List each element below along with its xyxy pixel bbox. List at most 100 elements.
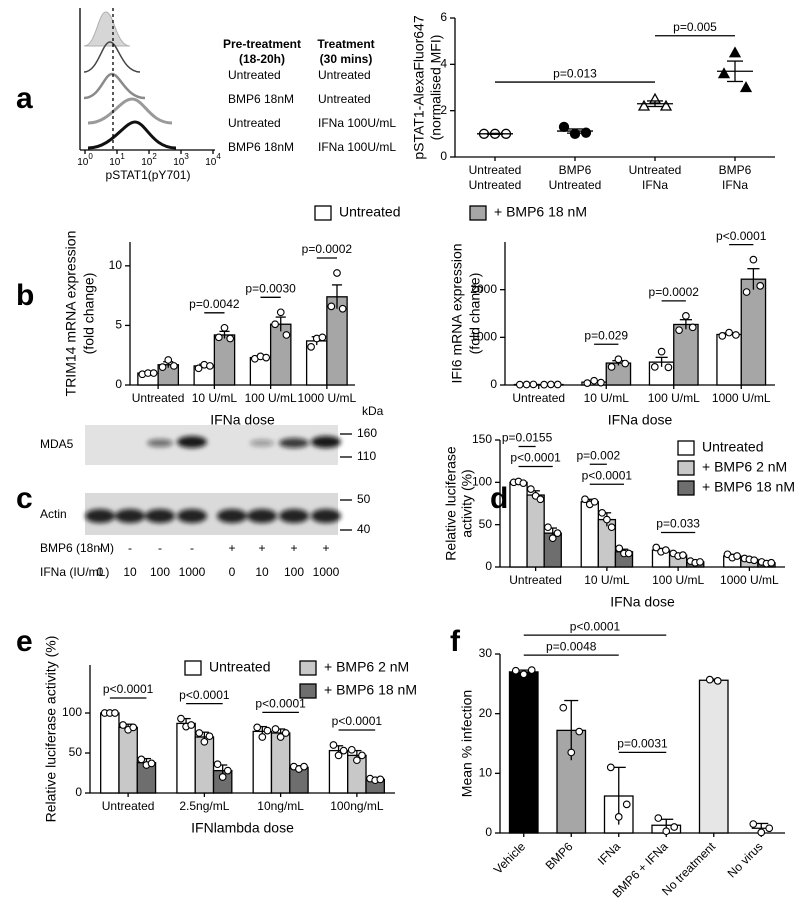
bar: [118, 726, 138, 794]
x-tick-label: Untreated: [509, 573, 562, 587]
legend-swatch: [677, 480, 695, 496]
data-point: [262, 353, 271, 362]
table-header: (30 mins): [320, 52, 373, 66]
data-point: [347, 745, 356, 754]
data-point: [624, 549, 633, 558]
data-point: [515, 380, 524, 389]
data-point: [688, 323, 697, 332]
data-point: [547, 380, 555, 389]
data-point: [271, 725, 280, 733]
lane-label: 0: [97, 565, 104, 579]
x-tick-label: BMP6: [559, 163, 592, 177]
significance-label: p=0.029: [584, 328, 628, 342]
data-point: [679, 551, 687, 559]
y-tick-label: 30: [479, 646, 493, 660]
data-point: [590, 376, 598, 385]
significance-label: p<0.0001: [570, 619, 621, 633]
band: [115, 509, 145, 523]
x-tick-label: 102: [141, 152, 157, 168]
data-point: [590, 497, 599, 506]
tick-base: 10: [205, 157, 217, 168]
data-point: [581, 495, 589, 504]
data-point: [214, 333, 223, 342]
y-axis-label: Mean % infection: [459, 690, 475, 797]
x-tick-label: Untreated: [102, 799, 155, 813]
data-point: [652, 543, 661, 552]
significance-label: p=0.0002: [302, 242, 353, 256]
lane-label: -: [158, 541, 162, 555]
data-point: [662, 827, 671, 836]
y-axis-label: (normalised MFI): [428, 35, 444, 141]
data-point: [170, 362, 178, 370]
data-point: [614, 355, 623, 364]
significance-label: p<0.0001: [179, 688, 230, 702]
x-axis-label: IFNa dose: [210, 412, 275, 428]
y-axis-label: (fold change): [81, 273, 97, 355]
data-point: [767, 558, 776, 567]
x-tick-label: BMP6: [543, 839, 576, 872]
lane-label: 1000: [179, 565, 206, 579]
bar: [270, 732, 291, 794]
y-axis-label: IFI6 mRNA expression: [449, 243, 465, 383]
data-point: [733, 552, 741, 560]
data-point: [526, 485, 535, 493]
x-axis-label: IFNa dose: [610, 594, 675, 610]
histogram: [87, 97, 173, 125]
x-tick-label: 10 U/mL: [584, 391, 630, 405]
bar: [508, 671, 539, 834]
tick-exp: 0: [88, 152, 93, 161]
x-tick-label: 100 U/mL: [245, 391, 297, 405]
data-point: [717, 67, 731, 79]
data-point: [742, 288, 751, 296]
histogram: [87, 120, 177, 150]
x-tick-label: 10 U/mL: [584, 573, 630, 587]
x-tick-label: IFNa: [642, 178, 668, 192]
data-point: [540, 380, 548, 389]
data-point: [659, 99, 673, 111]
tick-base: 10: [173, 157, 185, 168]
legend-label: + BMP6 18 nM: [494, 204, 587, 220]
table-cell: Untreated: [318, 68, 371, 82]
data-point: [675, 326, 683, 335]
y-tick-label: 1000: [470, 330, 497, 344]
tick-base: 10: [141, 157, 153, 168]
data-point: [654, 814, 663, 822]
data-point: [696, 558, 704, 566]
bar: [716, 333, 742, 386]
marker-label: 160: [357, 426, 377, 440]
table-header: (18-20h): [239, 52, 285, 66]
band: [85, 509, 115, 523]
y-axis-label: Relative luciferase activity (%): [43, 636, 59, 823]
panel-label: c: [16, 482, 33, 515]
data-point: [164, 356, 173, 364]
x-tick-label: Untreated: [549, 178, 602, 192]
legend-label: + BMP6 2 nM: [702, 459, 787, 475]
tick-exp: 2: [152, 152, 157, 161]
band: [311, 436, 341, 448]
y-axis-label: TRIM14 mRNA expression: [63, 231, 79, 397]
legend-label: + BMP6 2 nM: [324, 659, 409, 675]
data-point: [223, 766, 232, 775]
data-point: [670, 823, 679, 831]
condition-label: IFNa (IU/mL): [40, 565, 109, 579]
data-point: [597, 378, 605, 387]
y-tick-label: 10: [109, 258, 123, 272]
significance-label: p=0.005: [673, 20, 717, 34]
lane-label: 10: [255, 565, 269, 579]
y-axis-label: activity (%): [459, 469, 475, 537]
x-tick-label: 1000 U/mL: [712, 391, 771, 405]
significance-label: p=0.013: [553, 66, 597, 80]
x-tick-label: 100ng/mL: [330, 799, 384, 813]
data-point: [749, 820, 758, 828]
bar: [698, 679, 729, 834]
data-point: [194, 364, 203, 373]
bar: [100, 712, 120, 794]
marker-label: 50: [357, 492, 371, 506]
y-tick-label: 6: [440, 10, 447, 24]
data-point: [705, 675, 714, 684]
data-point: [147, 759, 156, 768]
band: [279, 509, 309, 523]
legend-swatch: [299, 683, 317, 699]
y-tick-label: 10: [479, 766, 493, 780]
